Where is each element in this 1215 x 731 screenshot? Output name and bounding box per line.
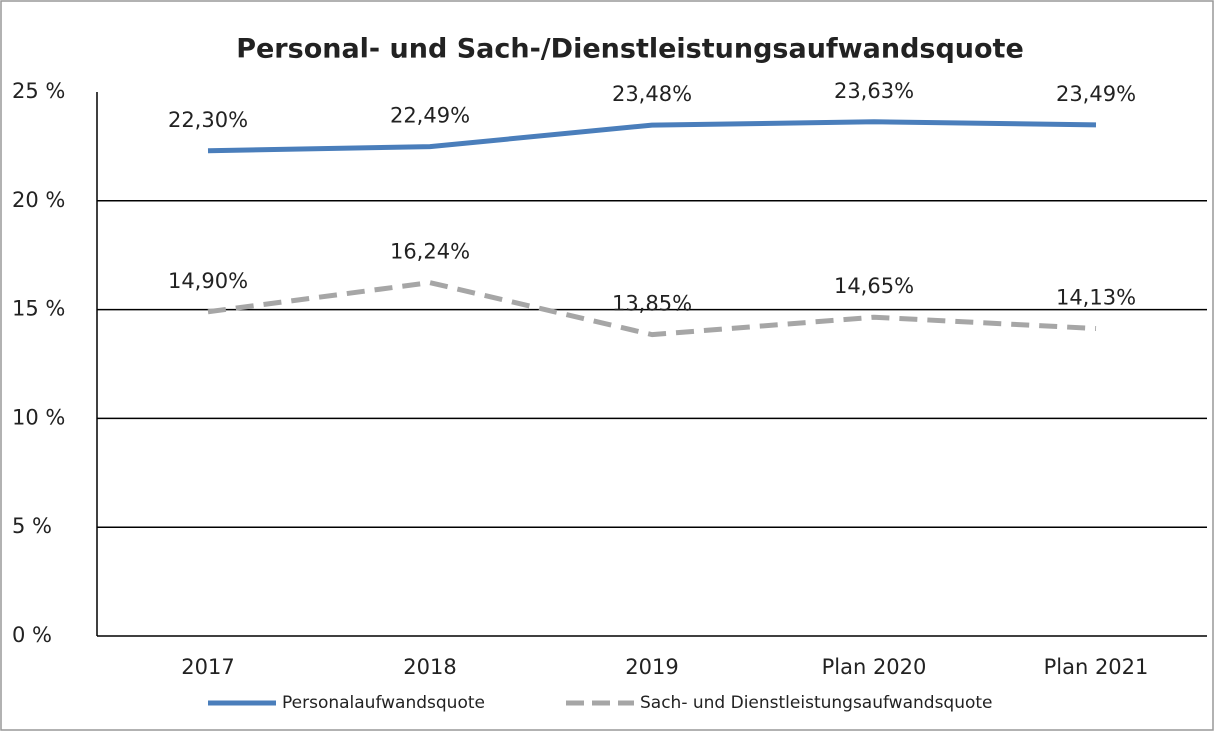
x-tick-label: Plan 2021: [1044, 655, 1149, 679]
x-tick-label: 2018: [403, 655, 456, 679]
data-label: 14,13%: [1056, 286, 1136, 310]
legend-label: Personalaufwandsquote: [282, 693, 485, 713]
legend-label: Sach- und Dienstleistungsaufwandsquote: [640, 693, 993, 713]
y-tick-label: 0 %: [12, 623, 52, 647]
y-tick-label: 20 %: [12, 188, 65, 212]
data-label: 13,85%: [612, 292, 692, 316]
data-label: 23,49%: [1056, 82, 1136, 106]
data-label: 22,30%: [168, 108, 248, 132]
x-tick-label: Plan 2020: [822, 655, 927, 679]
data-label: 23,48%: [612, 82, 692, 106]
data-label: 14,65%: [834, 274, 914, 298]
data-label: 14,90%: [168, 269, 248, 293]
chart-title: Personal- und Sach-/Dienstleistungsaufwa…: [236, 34, 1024, 65]
series-line: [207, 280, 1097, 338]
data-label: 16,24%: [390, 240, 470, 264]
x-tick-label: 2017: [181, 655, 234, 679]
y-tick-label: 25 %: [12, 79, 65, 103]
x-tick-label: 2019: [625, 655, 678, 679]
y-tick-label: 10 %: [12, 405, 65, 429]
y-tick-label: 15 %: [12, 297, 65, 321]
series-line: [207, 119, 1097, 154]
data-label: 23,63%: [834, 79, 914, 103]
y-tick-label: 5 %: [12, 514, 52, 538]
data-label: 22,49%: [390, 104, 470, 128]
